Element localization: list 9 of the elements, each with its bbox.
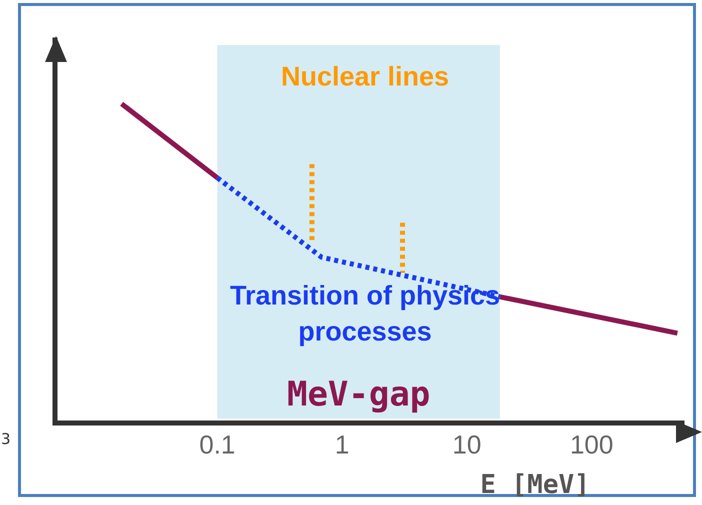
x-axis-title: E [MeV]	[480, 470, 590, 500]
annotation: Transition of physics processes	[230, 280, 500, 346]
x-tick-label: 0.1	[199, 430, 236, 460]
text: Nuclear lines	[280, 61, 450, 92]
x-tick-label: 1	[334, 430, 350, 460]
x-tick-label: 100	[570, 430, 614, 460]
x-tick-label: 10	[452, 430, 482, 460]
band-label: MeV-gap	[286, 374, 430, 415]
text: 3	[1, 430, 11, 448]
